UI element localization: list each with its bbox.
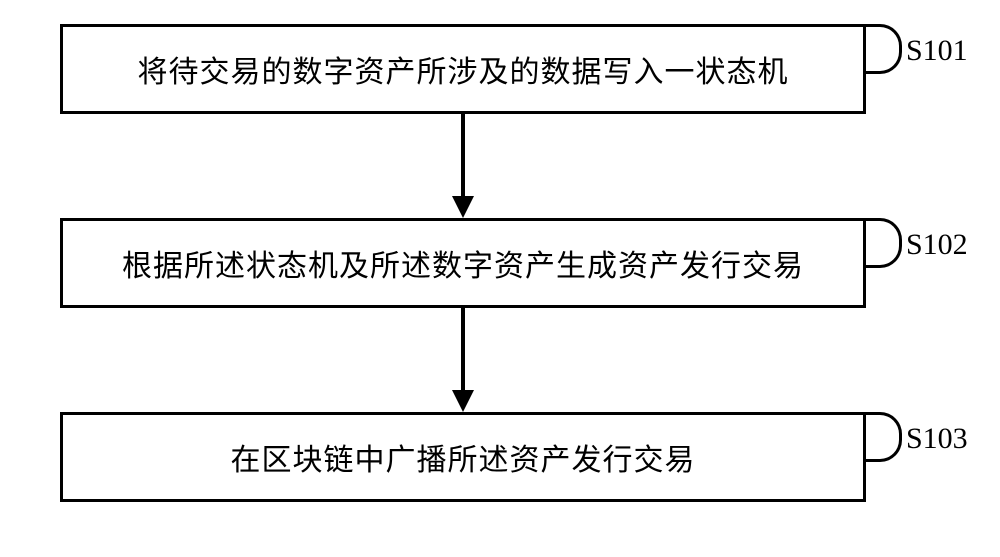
step-box-s101: 将待交易的数字资产所涉及的数据写入一状态机: [60, 24, 866, 114]
label-tick-s103: [866, 412, 902, 462]
label-tick-s101: [866, 24, 902, 74]
step-box-s103: 在区块链中广播所述资产发行交易: [60, 412, 866, 502]
arrow-s102-s103-shaft: [461, 308, 465, 390]
step-label-s101: S101: [906, 34, 968, 68]
step-text-s101: 将待交易的数字资产所涉及的数据写入一状态机: [138, 47, 789, 91]
step-label-s102: S102: [906, 228, 968, 262]
step-text-s103: 在区块链中广播所述资产发行交易: [231, 435, 696, 479]
arrow-s101-s102-head: [452, 196, 474, 218]
arrow-s101-s102-shaft: [461, 114, 465, 196]
step-text-s102: 根据所述状态机及所述数字资产生成资产发行交易: [122, 241, 804, 285]
step-label-s103: S103: [906, 422, 968, 456]
label-tick-s102: [866, 218, 902, 268]
step-box-s102: 根据所述状态机及所述数字资产生成资产发行交易: [60, 218, 866, 308]
arrow-s102-s103-head: [452, 390, 474, 412]
flowchart-canvas: 将待交易的数字资产所涉及的数据写入一状态机 S101 根据所述状态机及所述数字资…: [0, 0, 1000, 557]
